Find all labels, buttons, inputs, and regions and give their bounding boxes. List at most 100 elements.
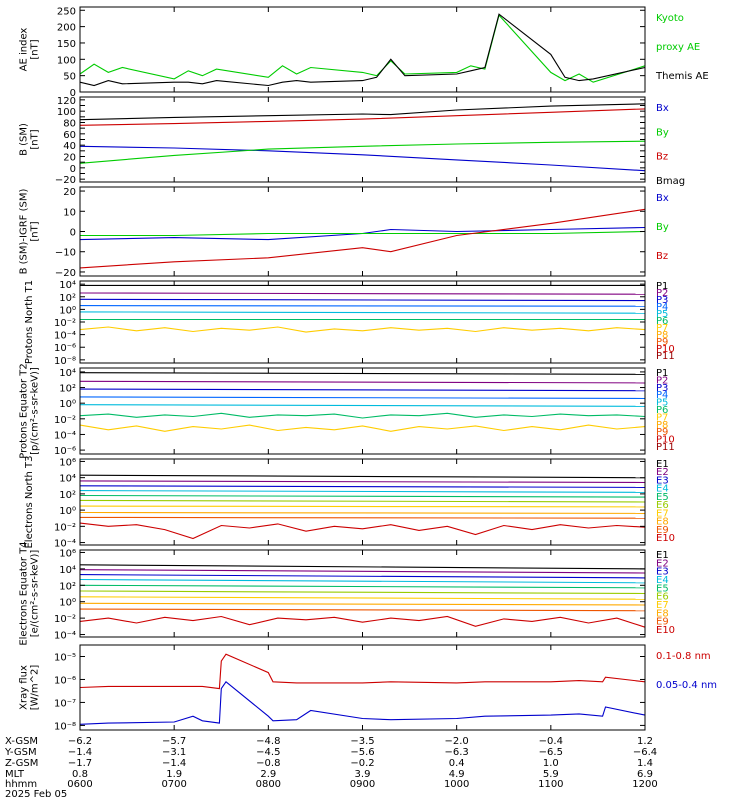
series-line-0-05-0-4-nm [79, 680, 646, 725]
ephemeris-value: −1.4 [68, 747, 92, 758]
ephemeris-value: −1.4 [162, 758, 186, 769]
legend-entry: P3 [656, 295, 668, 306]
series-line-e6 [79, 499, 646, 503]
legend-entry: P7 [656, 323, 668, 334]
y-tick-label: 10² [59, 490, 76, 501]
series-line-themis-ae [79, 13, 646, 87]
legend-entry: E9 [656, 617, 669, 628]
y-tick-label: 0 [70, 164, 76, 175]
y-tick-label: 10⁻⁴ [54, 331, 76, 342]
legend-entry: Bz [656, 152, 668, 163]
y-tick-label: 150 [57, 39, 76, 50]
series-line-p7 [79, 424, 646, 432]
y-tick-label: 10⁴ [59, 280, 76, 291]
y-tick-label: 80 [63, 119, 76, 130]
series-line-p7 [79, 326, 646, 333]
y-tick-label: 10⁻⁴ [54, 631, 76, 642]
y-tick-label: 10⁻⁶ [54, 446, 76, 457]
y-tick-label: −10 [55, 248, 76, 259]
series-line-p3 [79, 388, 646, 392]
series-line-bmag [79, 103, 646, 121]
series-line-e7 [79, 596, 646, 600]
ephemeris-value: 0.8 [72, 769, 88, 780]
y-tick-label: 10⁶ [59, 457, 76, 468]
y-tick-label: 10⁻⁴ [54, 539, 76, 550]
series-line-e9 [79, 516, 646, 519]
series-line-0-1-0-8-nm [79, 653, 646, 690]
legend-entry: E2 [656, 558, 669, 569]
panel-6: 10⁶ 10⁴ 10² 10⁰ 10⁻² 10⁻⁴ Electrons North T3 E1… [24, 455, 675, 549]
series-line-bx [79, 145, 646, 172]
y-axis-label: [nT] [30, 129, 41, 149]
series-line-e9 [79, 608, 646, 612]
legend-entry: P10 [656, 344, 675, 355]
series-line-e7 [79, 505, 646, 508]
legend-entry: E8 [656, 517, 669, 528]
legend-entry: E8 [656, 608, 669, 619]
ephemeris-value: −2.0 [445, 736, 469, 747]
legend-entry: P2 [656, 288, 668, 299]
ephemeris-value: 0800 [256, 779, 281, 790]
ephemeris-value: −5.6 [350, 747, 374, 758]
legend-entry: E6 [656, 500, 669, 511]
y-tick-label: 10⁻⁸ [54, 721, 76, 732]
series-line-e6 [79, 590, 646, 595]
y-tick-label: 60 [63, 130, 76, 141]
y-tick-label: 100 [57, 107, 76, 118]
y-axis-label: Xray flux [19, 665, 30, 710]
series-line-e8 [79, 602, 646, 606]
ephemeris-value: 0600 [67, 779, 92, 790]
ephemeris-value: −3.5 [350, 736, 374, 747]
ephemeris-row-label: MLT [5, 769, 25, 780]
ephemeris-value: 0.4 [449, 758, 465, 769]
series-line-bz [79, 208, 646, 269]
y-tick-label: 10⁻⁷ [54, 698, 76, 709]
y-tick-label: 250 [57, 6, 76, 17]
legend-entry: Bx [656, 193, 669, 204]
series-line-e1 [79, 564, 646, 570]
y-tick-label: −20 [55, 175, 76, 186]
y-tick-label: 120 [57, 96, 76, 107]
series-line-e10 [79, 615, 646, 628]
legend-entry: P1 [656, 368, 668, 379]
y-tick-label: 10⁰ [59, 598, 76, 609]
legend-entry: E3 [656, 567, 669, 578]
ephemeris-value: −0.2 [350, 758, 374, 769]
y-tick-label: 10⁻² [54, 318, 76, 329]
ephemeris-value: −0.4 [539, 736, 563, 747]
legend-entry: E1 [656, 459, 669, 470]
y-axis-label: Protons North T1 [24, 280, 35, 364]
ephemeris-table: X-GSM −6.2 −5.7 −4.8 −3.5 −2.0 −0.4 1.2 Y-GSM −1.… [4, 736, 658, 800]
ephemeris-value: 1100 [538, 779, 563, 790]
legend-entry: E6 [656, 592, 669, 603]
y-axis-label: B (SM) [19, 123, 30, 156]
series-line-bz [79, 108, 646, 126]
y-axis-label: B (SM)-IGRF (SM) [19, 189, 30, 275]
y-tick-label: 10⁻² [54, 614, 76, 625]
legend-entry: P11 [656, 351, 675, 362]
y-tick-label: 10⁻² [54, 522, 76, 533]
legend-entry: E5 [656, 583, 669, 594]
ephemeris-row-label: hhmm [5, 779, 37, 790]
ephemeris-value: 6.9 [637, 769, 653, 780]
legend-entry: proxy AE [656, 42, 700, 53]
legend-entry: Themis AE [655, 71, 709, 82]
y-axis-label: Electrons Equator T4 [19, 541, 30, 645]
series-line-e5 [79, 584, 646, 589]
y-tick-label: 10⁻⁸ [54, 356, 76, 367]
panel-1: 0 50 100 150 200 250 AE index [nT] Kyoto proxy AE… [19, 6, 709, 99]
legend-entry: P5 [656, 309, 668, 320]
series-line-p2 [79, 380, 646, 384]
legend-entry: P8 [656, 330, 668, 341]
legend-entry: E4 [656, 484, 669, 495]
y-axis-label: [nT] [30, 39, 41, 59]
panel-7: 10⁶ 10⁴ 10² 10⁰ 10⁻² 10⁻⁴ Electrons Equator T4… [19, 541, 676, 645]
legend-entry: E9 [656, 525, 669, 536]
legend-entry: P8 [656, 420, 668, 431]
legend-entry: E3 [656, 475, 669, 486]
ephemeris-row-label: Y-GSM [4, 747, 37, 758]
legend-entry: P10 [656, 435, 675, 446]
legend-entry: By [656, 222, 669, 233]
ephemeris-value: −1.7 [68, 758, 92, 769]
